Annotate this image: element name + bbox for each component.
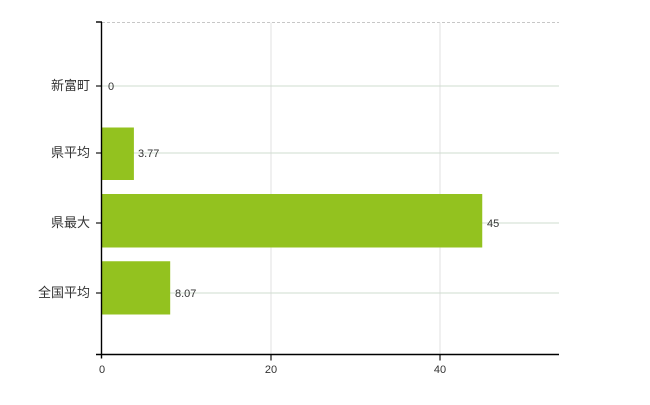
svg-text:3.77: 3.77	[138, 148, 159, 160]
svg-text:県最大: 県最大	[51, 215, 90, 230]
svg-text:40: 40	[434, 364, 446, 376]
svg-text:県平均: 県平均	[51, 145, 90, 160]
svg-text:0: 0	[108, 81, 114, 93]
svg-text:8.07: 8.07	[175, 288, 196, 300]
svg-text:新富町: 新富町	[51, 78, 90, 93]
svg-text:45: 45	[487, 218, 499, 230]
svg-text:全国平均: 全国平均	[38, 285, 90, 300]
svg-text:20: 20	[265, 364, 277, 376]
svg-text:0: 0	[99, 364, 105, 376]
